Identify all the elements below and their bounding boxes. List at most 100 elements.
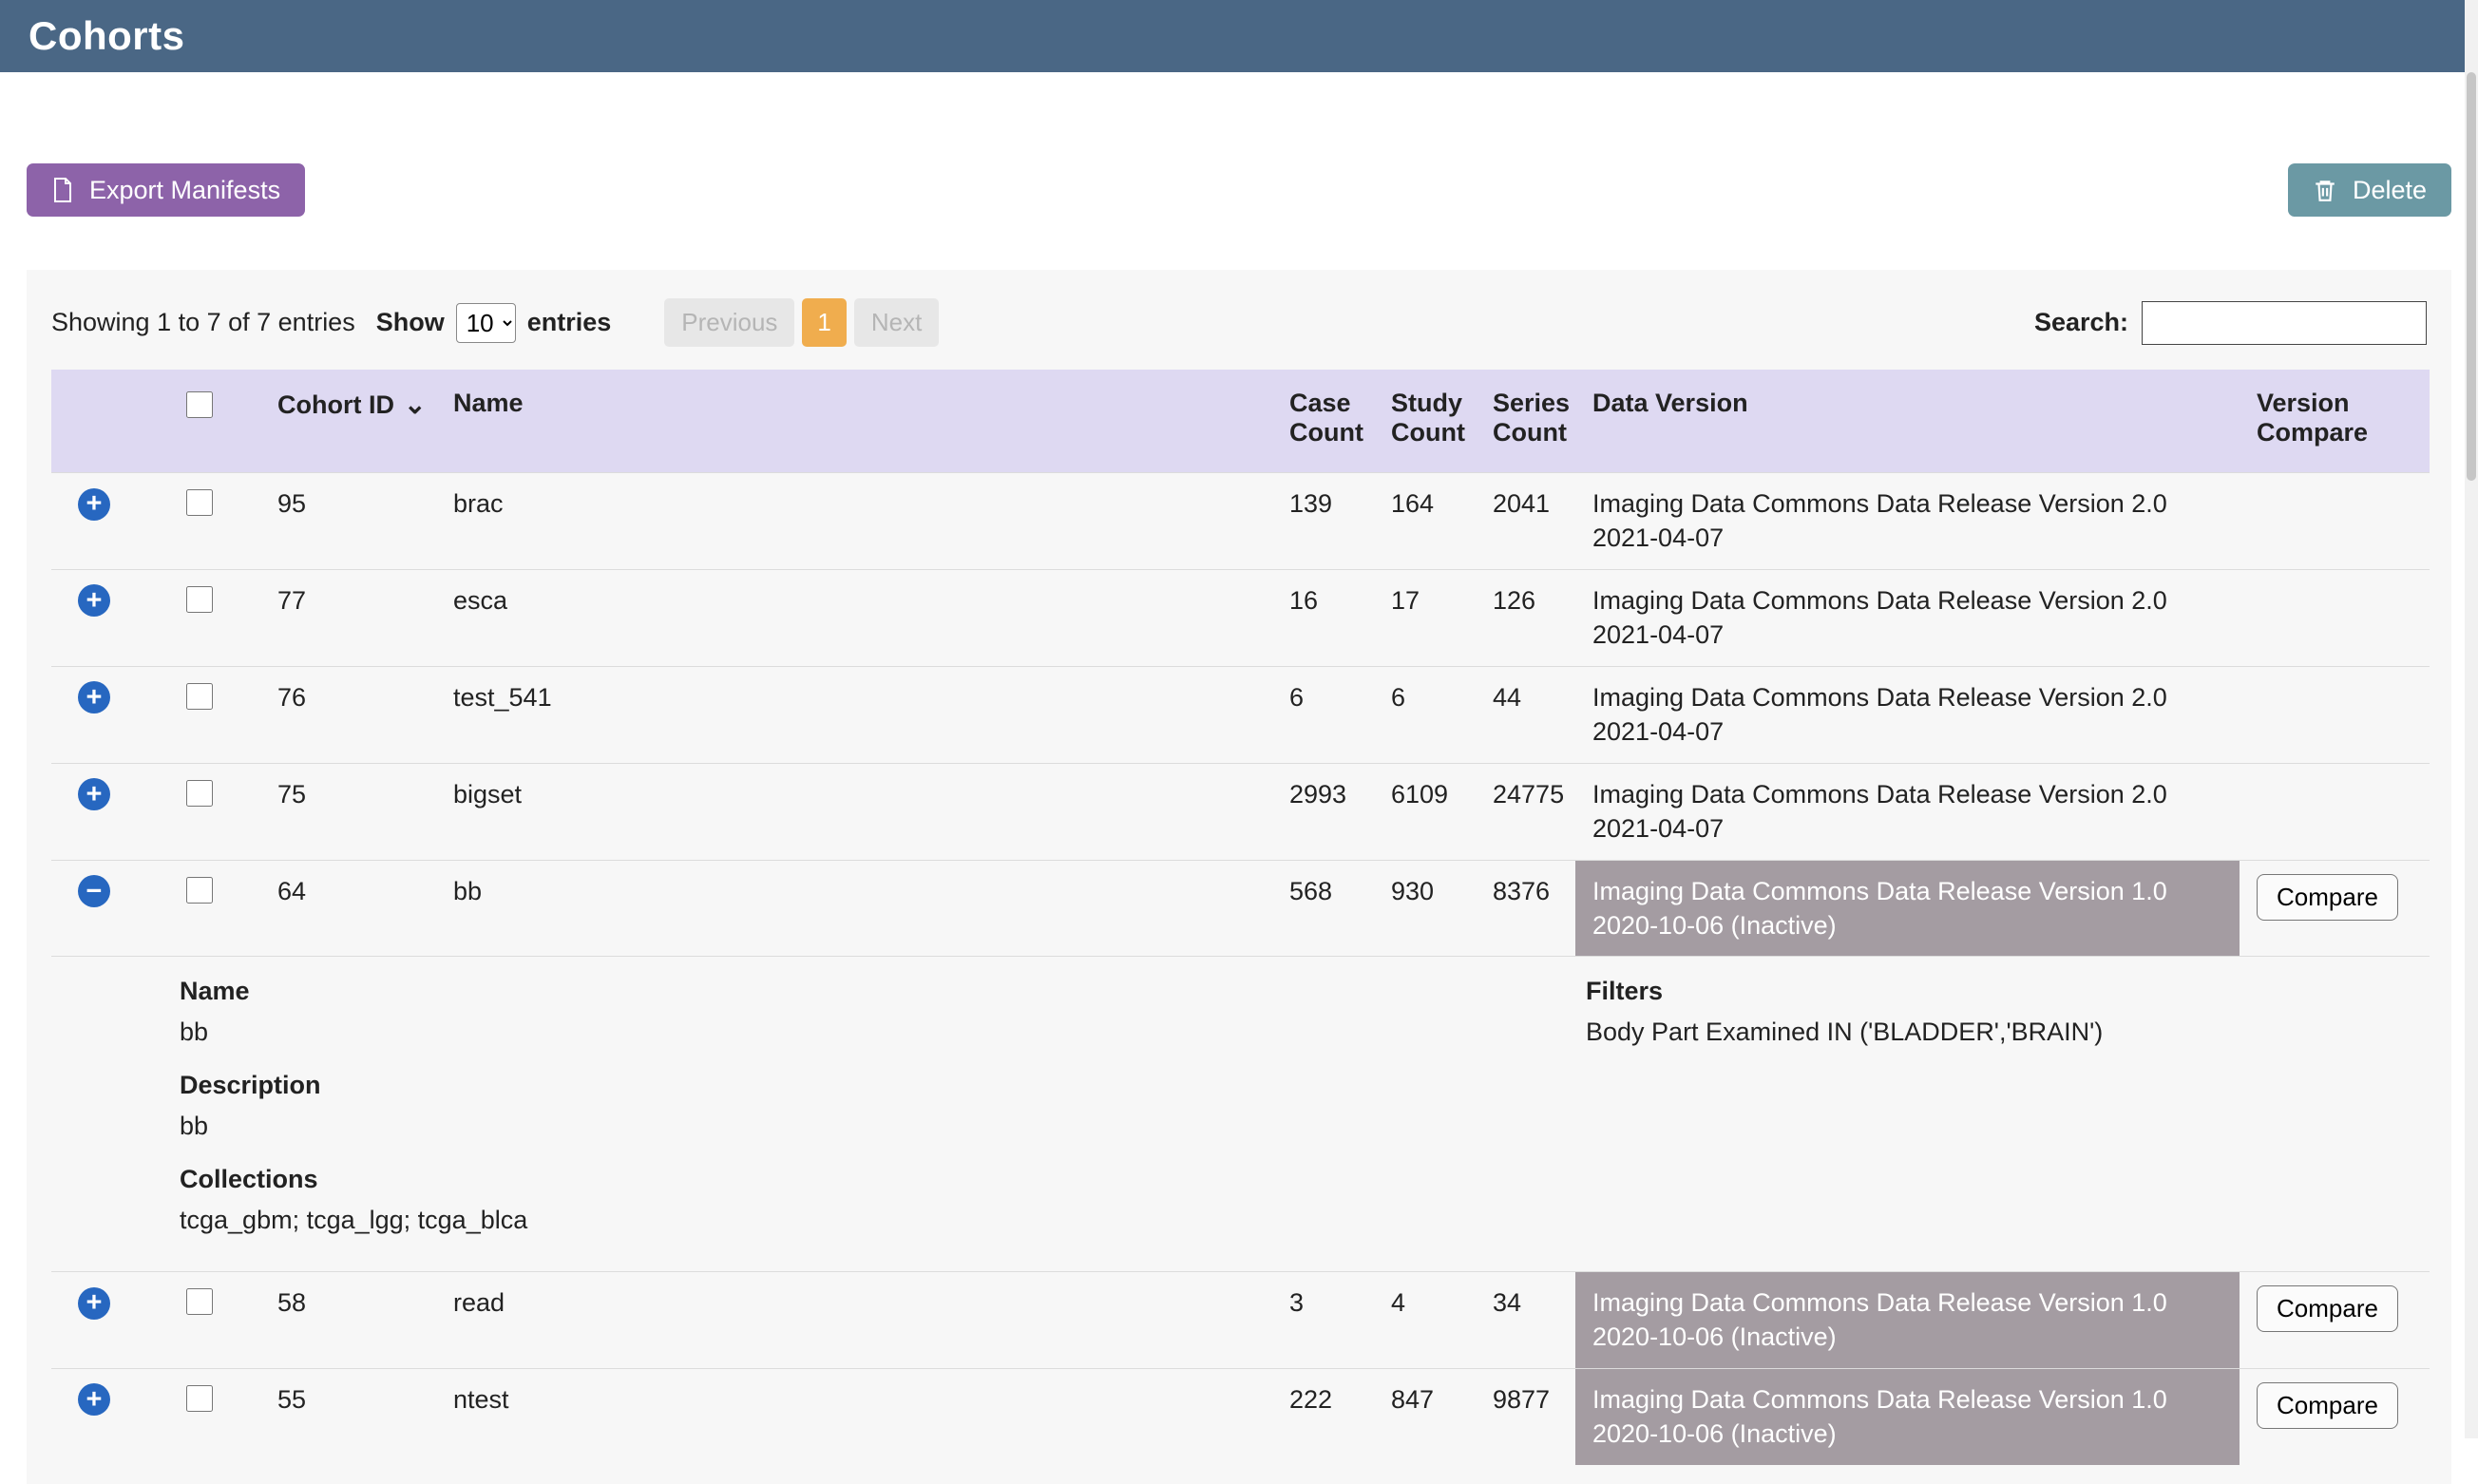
pagination-previous-button[interactable]: Previous <box>664 298 795 347</box>
column-header-case-count[interactable]: Case Count <box>1272 370 1374 473</box>
app-header-bar: Cohorts <box>0 0 2478 72</box>
cohort-name-cell: brac <box>436 472 1272 570</box>
search-control: Search: <box>2033 300 2427 345</box>
column-header-series-count[interactable]: Series Count <box>1476 370 1575 473</box>
table-row-cohort-64: − 64 bb 568 930 8376 Imaging Data Common… <box>51 859 2430 957</box>
version-compare-cell <box>2240 762 2430 860</box>
row-select-checkbox[interactable] <box>185 585 213 613</box>
detail-description-value: bb <box>180 1111 209 1140</box>
study-count-cell: 6 <box>1374 665 1476 764</box>
series-count-cell: 44 <box>1476 665 1575 764</box>
expand-row-icon[interactable]: + <box>78 1286 110 1320</box>
data-version-cell: Imaging Data Commons Data Release Versio… <box>1575 472 2240 570</box>
cohort-id-cell: 55 <box>260 1367 436 1465</box>
data-version-cell-inactive: Imaging Data Commons Data Release Versio… <box>1575 859 2240 957</box>
column-header-version-compare[interactable]: Version Compare <box>2240 370 2430 473</box>
version-compare-cell <box>2240 665 2430 764</box>
expand-row-icon[interactable]: + <box>78 487 110 521</box>
search-label: Search: <box>2033 308 2128 336</box>
detail-description-label: Description <box>180 1071 321 1100</box>
vertical-scrollbar[interactable] <box>2465 0 2478 1438</box>
series-count-cell: 9877 <box>1476 1367 1575 1465</box>
version-compare-cell: Compare <box>2240 859 2430 957</box>
table-header-row: Cohort ID ⌄ Name Case Count Study Count S… <box>51 370 2430 473</box>
case-count-cell: 568 <box>1272 859 1374 957</box>
case-count-cell: 222 <box>1272 1367 1374 1465</box>
delete-label: Delete <box>2352 175 2427 204</box>
version-compare-cell: Compare <box>2240 1271 2430 1369</box>
sort-descending-icon: ⌄ <box>403 390 427 419</box>
cohort-name-cell: bigset <box>436 762 1272 860</box>
row-select-checkbox[interactable] <box>185 682 213 710</box>
series-count-cell: 8376 <box>1476 859 1575 957</box>
file-export-icon <box>51 177 74 203</box>
expand-row-icon[interactable]: + <box>78 584 110 618</box>
collapse-row-icon[interactable]: − <box>78 875 110 907</box>
table-row-cohort-55: + 55 ntest 222 847 9877 Imaging Data Com… <box>51 1367 2430 1465</box>
page-size-select[interactable]: 10 <box>455 302 516 343</box>
study-count-cell: 164 <box>1374 472 1476 570</box>
series-count-cell: 2041 <box>1476 472 1575 570</box>
row-select-checkbox[interactable] <box>185 1288 213 1315</box>
expand-row-icon[interactable]: + <box>78 778 110 811</box>
case-count-cell: 2993 <box>1272 762 1374 860</box>
case-count-cell: 139 <box>1272 472 1374 570</box>
compare-button[interactable]: Compare <box>2257 1285 2398 1332</box>
study-count-cell: 17 <box>1374 568 1476 667</box>
cohort-name-cell: esca <box>436 568 1272 667</box>
column-header-cohort-id[interactable]: Cohort ID ⌄ <box>260 370 436 473</box>
pagination: Previous 1 Next <box>664 298 940 347</box>
table-row-cohort-76: + 76 test_541 6 6 44 Imaging Data Common… <box>51 665 2430 764</box>
data-version-cell: Imaging Data Commons Data Release Versio… <box>1575 665 2240 764</box>
data-version-cell-inactive: Imaging Data Commons Data Release Versio… <box>1575 1367 2240 1465</box>
study-count-cell: 4 <box>1374 1271 1476 1369</box>
case-count-cell: 16 <box>1272 568 1374 667</box>
show-label: Show <box>375 308 445 336</box>
cohort-name-cell: ntest <box>436 1367 1272 1465</box>
series-count-cell: 24775 <box>1476 762 1575 860</box>
expand-row-icon[interactable]: + <box>78 1383 110 1417</box>
row-select-checkbox[interactable] <box>185 779 213 807</box>
row-select-checkbox[interactable] <box>185 489 213 516</box>
search-input[interactable] <box>2142 300 2427 345</box>
compare-button[interactable]: Compare <box>2257 873 2398 921</box>
detail-filters-label: Filters <box>1586 977 1664 1006</box>
compare-button[interactable]: Compare <box>2257 1381 2398 1429</box>
select-column-header <box>137 370 260 473</box>
entries-label: entries <box>526 308 612 336</box>
column-header-data-version[interactable]: Data Version <box>1575 370 2240 473</box>
export-manifests-button[interactable]: Export Manifests <box>27 163 306 217</box>
expand-column-header <box>51 370 137 473</box>
select-all-checkbox[interactable] <box>185 391 213 418</box>
expand-row-icon[interactable]: + <box>78 681 110 714</box>
cohort-id-cell: 75 <box>260 762 436 860</box>
study-count-cell: 6109 <box>1374 762 1476 860</box>
cohort-id-cell: 58 <box>260 1271 436 1369</box>
column-header-name[interactable]: Name <box>436 370 1272 473</box>
export-manifests-label: Export Manifests <box>89 175 281 204</box>
cohorts-table: Cohort ID ⌄ Name Case Count Study Count S… <box>51 370 2430 1465</box>
row-select-checkbox[interactable] <box>185 1384 213 1412</box>
series-count-cell: 34 <box>1476 1271 1575 1369</box>
study-count-cell: 930 <box>1374 859 1476 957</box>
delete-button[interactable]: Delete <box>2287 163 2451 217</box>
column-header-study-count[interactable]: Study Count <box>1374 370 1476 473</box>
scrollbar-thumb[interactable] <box>2467 72 2476 481</box>
row-select-checkbox[interactable] <box>185 876 213 904</box>
version-compare-cell <box>2240 472 2430 570</box>
case-count-cell: 3 <box>1272 1271 1374 1369</box>
table-row-cohort-75: + 75 bigset 2993 6109 24775 Imaging Data… <box>51 762 2430 860</box>
table-row-cohort-95: + 95 brac 139 164 2041 Imaging Data Comm… <box>51 472 2430 570</box>
data-version-cell-inactive: Imaging Data Commons Data Release Versio… <box>1575 1271 2240 1369</box>
row-details-cohort-64: Name bb Description bb Collections tcga_… <box>51 956 2430 1272</box>
detail-filters-value: Body Part Examined IN ('BLADDER','BRAIN'… <box>1586 1017 2104 1046</box>
cohort-name-cell: bb <box>436 859 1272 957</box>
version-compare-cell <box>2240 568 2430 667</box>
pagination-next-button[interactable]: Next <box>853 298 940 347</box>
cohort-id-cell: 95 <box>260 472 436 570</box>
table-row-cohort-77: + 77 esca 16 17 126 Imaging Data Commons… <box>51 568 2430 667</box>
pagination-page-1-button[interactable]: 1 <box>802 298 847 347</box>
cohort-id-cell: 77 <box>260 568 436 667</box>
detail-name-label: Name <box>180 977 250 1006</box>
detail-collections-label: Collections <box>180 1165 318 1194</box>
